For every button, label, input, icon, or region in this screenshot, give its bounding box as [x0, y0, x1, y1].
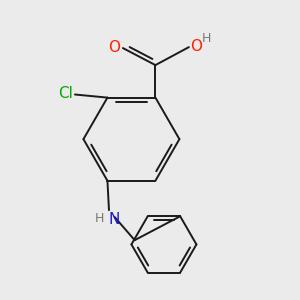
Text: H: H	[202, 32, 212, 45]
Text: H: H	[95, 212, 104, 225]
Text: O: O	[190, 39, 202, 54]
Text: Cl: Cl	[58, 86, 74, 101]
Text: O: O	[108, 40, 120, 55]
Text: N: N	[109, 212, 120, 227]
